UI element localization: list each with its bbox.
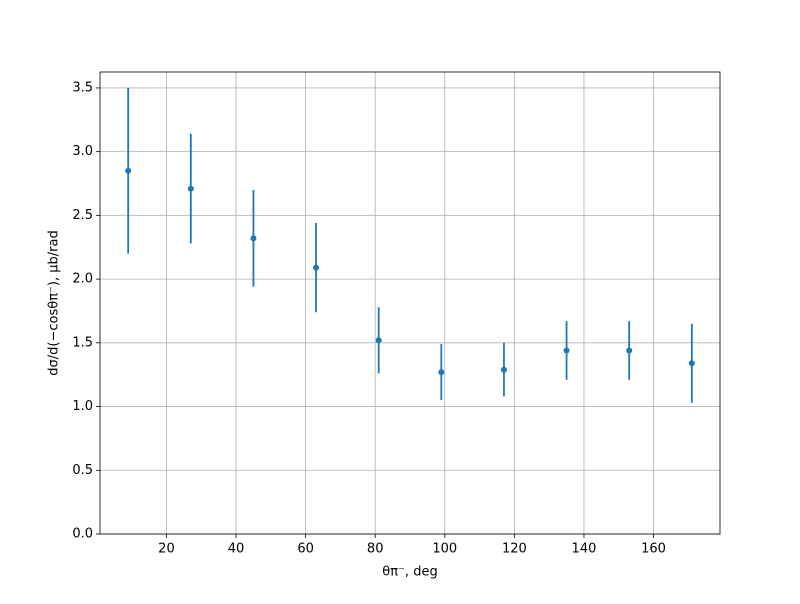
data-point [563, 347, 570, 354]
x-tick-label: 140 [572, 542, 597, 557]
y-tick-label: 2.0 [72, 272, 93, 287]
x-tick-label: 100 [432, 542, 457, 557]
y-tick-label: 0.0 [72, 527, 93, 542]
plot-frame [99, 71, 721, 535]
data-point [688, 360, 695, 367]
data-point [187, 185, 194, 192]
x-tick-label: 160 [641, 542, 666, 557]
x-axis-label: θπ⁻, deg [382, 565, 437, 580]
data-point [250, 235, 257, 242]
x-tick-label: 80 [367, 542, 384, 557]
y-tick-label: 3.5 [72, 80, 93, 95]
data-point [313, 264, 320, 271]
y-tick-label: 2.5 [72, 208, 93, 223]
y-tick-label: 0.5 [72, 463, 93, 478]
x-tick-label: 20 [158, 542, 175, 557]
y-tick-label: 3.0 [72, 144, 93, 159]
y-tick-label: 1.5 [72, 335, 93, 350]
data-point [500, 366, 507, 373]
data-point [125, 167, 132, 174]
data-point [438, 369, 445, 376]
x-tick-label: 40 [228, 542, 245, 557]
data-point [626, 347, 633, 354]
y-tick-label: 1.0 [72, 399, 93, 414]
x-tick-label: 120 [502, 542, 527, 557]
y-axis-label: dσ/d(−cosθπ⁻), μb/rad [47, 230, 62, 375]
data-point [375, 337, 382, 344]
x-tick-label: 60 [297, 542, 314, 557]
